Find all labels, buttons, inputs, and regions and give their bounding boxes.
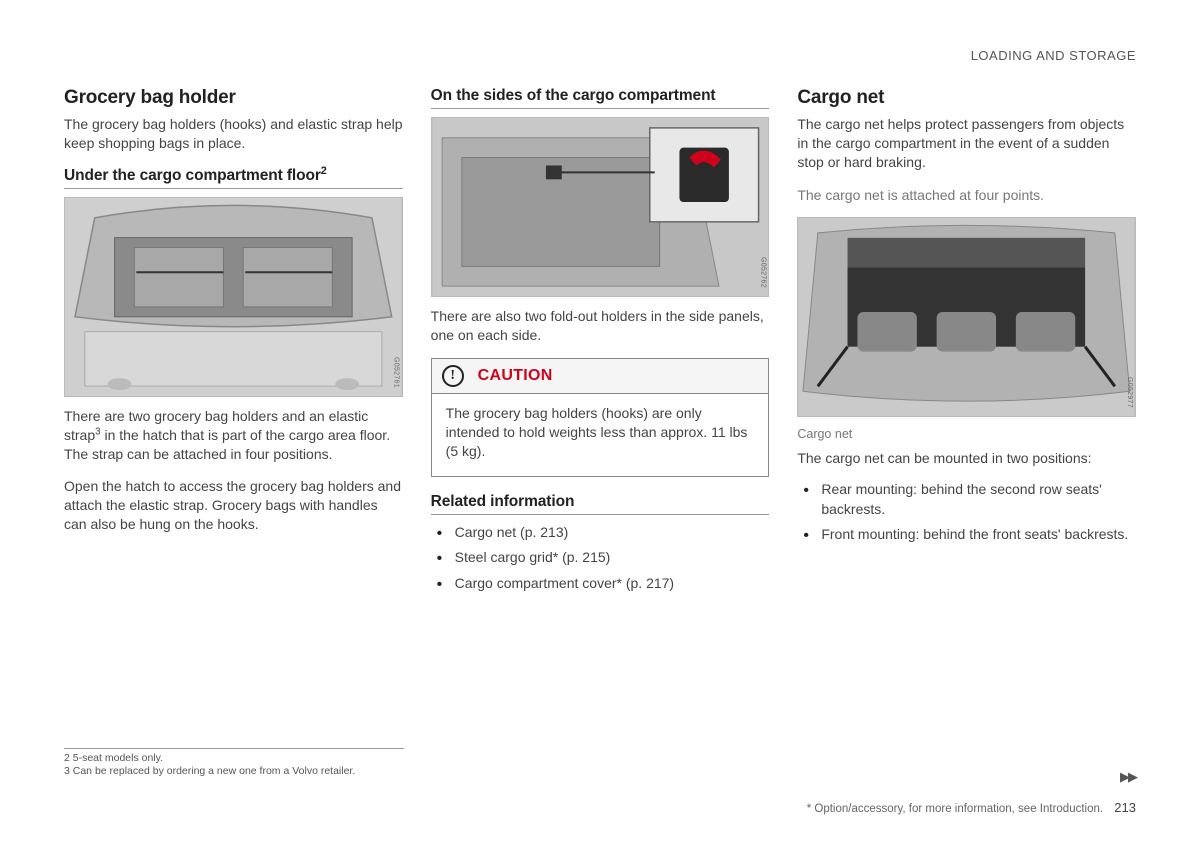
list-item: Rear mounting: behind the second row sea… (797, 480, 1136, 519)
column-1: Grocery bag holder The grocery bag holde… (64, 87, 403, 599)
list-item: Front mounting: behind the front seats' … (797, 525, 1136, 545)
figure-label: G052977 (1126, 377, 1133, 408)
grocery-para-2: Open the hatch to access the grocery bag… (64, 477, 403, 535)
cargo-net-para-1: The cargo net can be mounted in two posi… (797, 449, 1136, 468)
sides-subheading: On the sides of the cargo compartment (431, 87, 770, 109)
footnote-text: 5-seat models only. (70, 752, 163, 764)
cargo-floor-illustration (65, 198, 402, 396)
grocery-para-1: There are two grocery bag holders and an… (64, 407, 403, 465)
mounting-positions-list: Rear mounting: behind the second row sea… (797, 480, 1136, 545)
figure-side-holder: G052762 (431, 117, 770, 297)
footer-right: * Option/accessory, for more information… (807, 800, 1136, 815)
related-info-heading: Related information (431, 493, 770, 515)
content-columns: Grocery bag holder The grocery bag holde… (64, 87, 1136, 599)
related-item: Cargo net (p. 213) (431, 523, 770, 543)
sides-para-1: There are also two fold-out holders in t… (431, 307, 770, 346)
caution-title: CAUTION (478, 367, 553, 385)
cargo-net-title: Cargo net (797, 87, 1136, 109)
under-floor-subheading: Under the cargo compartment floor2 (64, 167, 403, 189)
figure-caption: Cargo net (797, 427, 1136, 441)
caution-body: The grocery bag holders (hooks) are only… (432, 394, 769, 476)
footnote-text: Can be replaced by ordering a new one fr… (70, 765, 355, 777)
caution-box: ! CAUTION The grocery bag holders (hooks… (431, 358, 770, 477)
page-number: 213 (1114, 800, 1136, 815)
option-accessory-note: * Option/accessory, for more information… (807, 803, 1103, 815)
figure-cargo-floor: G052761 (64, 197, 403, 397)
related-item: Steel cargo grid* (p. 215) (431, 548, 770, 568)
cargo-net-note: The cargo net is attached at four points… (797, 186, 1136, 205)
caution-icon: ! (442, 365, 464, 387)
footnote-3: 3 Can be replaced by ordering a new one … (64, 765, 404, 779)
footnote-ref-2: 2 (321, 165, 327, 177)
related-item: Cargo compartment cover* (p. 217) (431, 574, 770, 594)
side-holder-illustration (432, 118, 769, 296)
cargo-net-intro: The cargo net helps protect passengers f… (797, 115, 1136, 172)
related-info-list: Cargo net (p. 213) Steel cargo grid* (p.… (431, 523, 770, 594)
continue-arrows-icon: ▶▶ (1120, 769, 1136, 785)
grocery-intro: The grocery bag holders (hooks) and elas… (64, 115, 403, 153)
figure-label: G052762 (759, 257, 766, 288)
figure-cargo-net: G052977 (797, 217, 1136, 417)
cargo-net-illustration (798, 218, 1135, 416)
footnote-2: 2 5-seat models only. (64, 752, 404, 766)
footnotes: 2 5-seat models only. 3 Can be replaced … (64, 748, 404, 779)
grocery-bag-holder-title: Grocery bag holder (64, 87, 403, 109)
chapter-header: LOADING AND STORAGE (64, 48, 1136, 63)
column-2: On the sides of the cargo compartment G0… (431, 87, 770, 599)
figure-label: G052761 (393, 357, 400, 388)
subheading-text: Under the cargo compartment floor (64, 167, 321, 184)
column-3: Cargo net The cargo net helps protect pa… (797, 87, 1136, 599)
para1-b: in the hatch that is part of the cargo a… (64, 427, 390, 462)
caution-header: ! CAUTION (432, 359, 769, 394)
